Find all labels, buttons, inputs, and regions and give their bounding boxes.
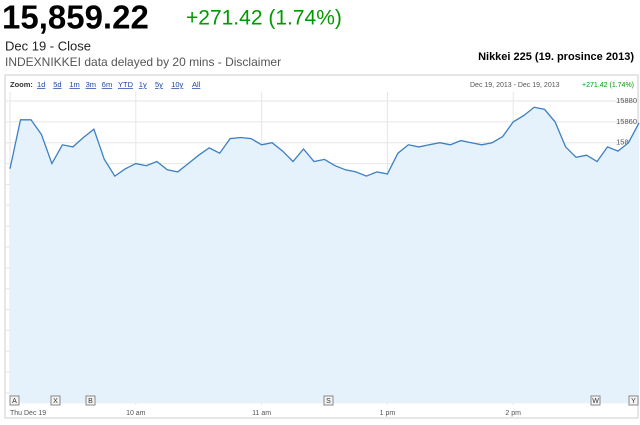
flag-label: W — [592, 398, 599, 405]
chart-title: Nikkei 225 (19. prosince 2013) — [478, 51, 634, 63]
price-change: +271.42 (1.74%) — [186, 7, 342, 30]
price-line — [9, 106, 640, 178]
y-tick-label: 15880 — [616, 96, 637, 105]
flag-label: S — [326, 398, 331, 405]
flag[interactable] — [323, 395, 334, 406]
price: 15,859.22 — [2, 0, 149, 36]
zoom-option[interactable]: 1d — [37, 80, 45, 89]
zoom-option[interactable]: YTD — [118, 80, 134, 89]
x-tick-label: 11 am — [252, 410, 271, 417]
y-tick-label: 15860 — [616, 117, 637, 126]
flag[interactable] — [85, 395, 96, 406]
x-tick-label: Thu Dec 19 — [10, 410, 46, 417]
flag[interactable] — [590, 395, 601, 406]
status: Dec 19 - Close — [5, 38, 91, 53]
flag-label: B — [88, 398, 93, 405]
x-tick-label: 10 am — [126, 410, 146, 417]
y-tick-label: 15840 — [616, 138, 637, 147]
zoom-option[interactable]: 5d — [53, 80, 61, 89]
zoom-option[interactable]: 3m — [86, 80, 96, 89]
flag[interactable] — [628, 395, 639, 406]
zoom-label: Zoom: — [10, 80, 33, 89]
zoom-option[interactable]: 1m — [69, 80, 79, 89]
area-fill — [10, 107, 639, 404]
flag[interactable] — [50, 395, 61, 406]
flag[interactable] — [9, 395, 20, 406]
zoom-option[interactable]: 6m — [102, 80, 112, 89]
zoom-option[interactable]: 1y — [139, 80, 147, 89]
zoom-option[interactable]: 10y — [171, 80, 183, 89]
flag-label: Y — [631, 398, 636, 405]
x-tick-label: 2 pm — [505, 410, 521, 417]
range: Dec 19, 2013 - Dec 19, 2013 — [470, 82, 560, 89]
flag-label: A — [12, 398, 17, 405]
flag-label: X — [53, 398, 58, 405]
zoom-option[interactable]: 5y — [155, 80, 163, 89]
zoom-option[interactable]: All — [192, 80, 201, 89]
range-change: +271.42 (1.74%) — [582, 82, 634, 89]
x-tick-label: 1 pm — [380, 410, 396, 417]
delay-note[interactable]: INDEXNIKKEI data delayed by 20 mins - Di… — [5, 55, 281, 69]
